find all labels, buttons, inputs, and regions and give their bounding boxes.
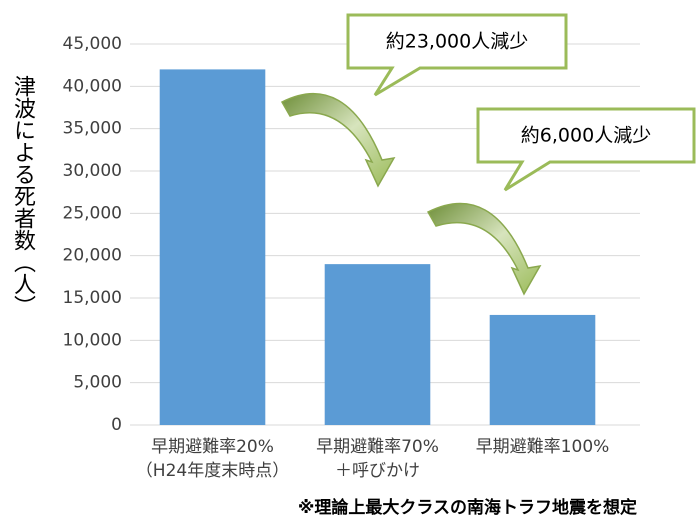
x-tick-label: 早期避難率70%＋呼びかけ [316, 437, 439, 481]
y-tick-label: 15,000 [63, 288, 122, 308]
footnote: ※理論上最大クラスの南海トラフ地震を想定 [298, 497, 637, 518]
y-tick-label: 20,000 [63, 246, 122, 266]
annotation: 約23,000人減少 [386, 31, 528, 53]
callout [476, 107, 696, 192]
y-tick-label: 25,000 [63, 203, 122, 223]
plot-area: 0 5,000 10,000 15,000 20,000 25,000 30,000 35,0… [63, 34, 640, 481]
annotation: 約6,000人減少 [521, 125, 651, 147]
x-tick-label: 早期避難率100% [476, 437, 610, 457]
y-tick-label: 10,000 [63, 330, 122, 350]
arrow [426, 202, 542, 296]
y-tick-label: 0 [111, 415, 122, 435]
y-tick-label: 45,000 [63, 34, 122, 54]
y-tick-label: 40,000 [63, 76, 122, 96]
y-tick-label: 30,000 [63, 161, 122, 181]
x-tick-label: 早期避難率20%（H24年度末時点） [136, 437, 289, 481]
arrow [280, 92, 396, 188]
y-tick-label: 35,000 [63, 119, 122, 139]
bar [324, 264, 431, 425]
callout [346, 13, 568, 97]
y-axis-label: 津波による死者数（人） [10, 75, 36, 317]
bar [489, 314, 596, 425]
y-tick-label: 5,000 [73, 373, 122, 393]
bar [159, 69, 266, 426]
